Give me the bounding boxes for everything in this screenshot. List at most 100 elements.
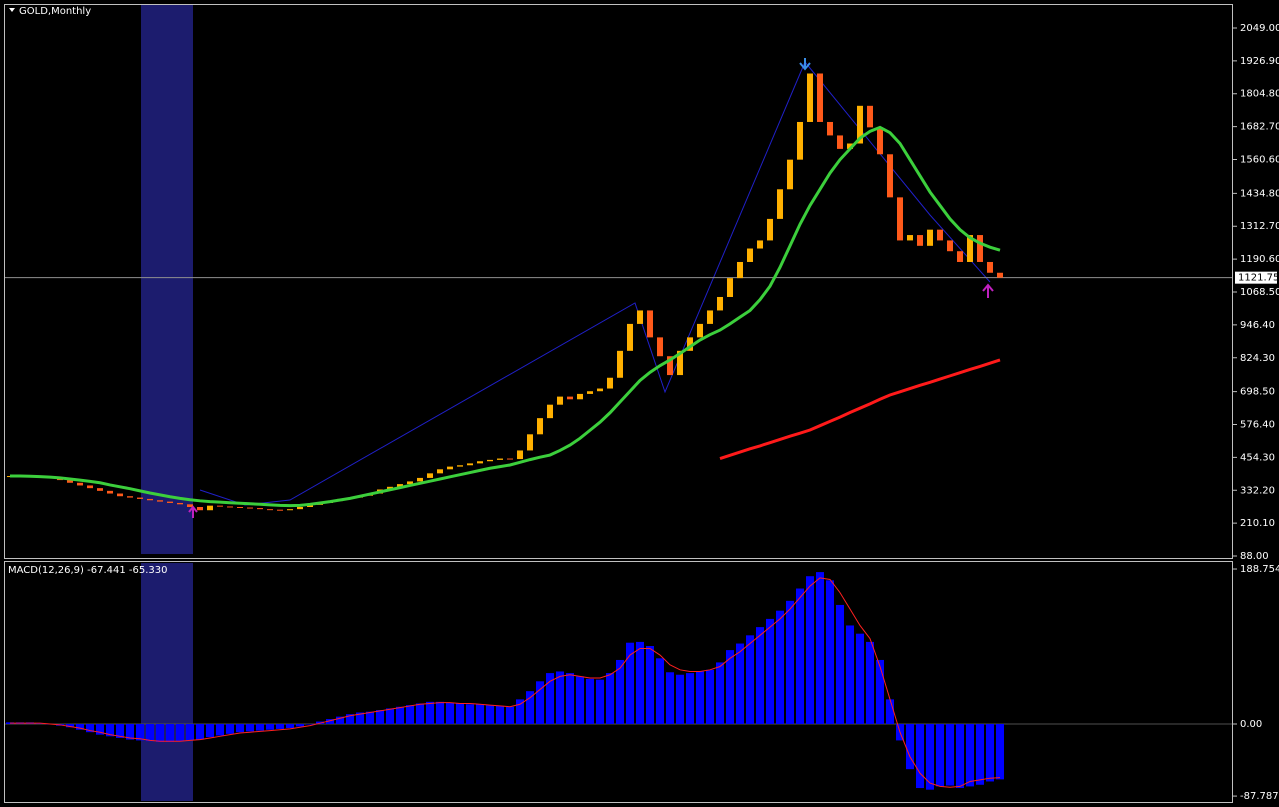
candle: [857, 105, 863, 144]
candle: [957, 251, 963, 262]
candle: [487, 459, 493, 462]
candle: [107, 490, 113, 494]
candle: [947, 240, 953, 252]
candle: [657, 337, 663, 357]
candle: [77, 482, 83, 486]
macd-bar: [86, 723, 94, 733]
candle: [437, 469, 443, 474]
macd-pane: [4, 561, 1233, 803]
macd-bar: [136, 723, 144, 741]
macd-bar: [996, 723, 1004, 780]
y-tick-label: -87.787: [1240, 791, 1279, 802]
price-pane: [4, 4, 1233, 559]
candle: [897, 197, 903, 241]
y-tick-label: 1312.70: [1240, 221, 1279, 232]
macd-bar: [736, 643, 744, 724]
candle: [267, 509, 273, 511]
macd-bar: [286, 723, 294, 729]
macd-bar: [236, 723, 244, 733]
macd-bar: [716, 662, 724, 724]
candle: [977, 235, 983, 262]
macd-bar: [356, 712, 364, 724]
y-tick-label: 824.30: [1240, 353, 1275, 364]
macd-bar: [536, 681, 544, 724]
candle: [177, 502, 183, 505]
menu-arrow[interactable]: [9, 8, 15, 12]
macd-bar: [776, 610, 784, 724]
macd-bar: [586, 678, 594, 724]
macd-bar: [646, 645, 654, 724]
macd-bar: [936, 723, 944, 787]
candle: [97, 488, 103, 491]
macd-bar: [976, 723, 984, 785]
candle: [537, 418, 543, 435]
y-tick-label: 332.20: [1240, 485, 1275, 496]
macd-bar: [216, 723, 224, 736]
macd-bar: [166, 723, 174, 743]
macd-bar: [686, 673, 694, 724]
macd-title: MACD(12,26,9) -67.441 -65.330: [8, 565, 168, 576]
candle: [567, 396, 573, 400]
candle: [667, 356, 673, 376]
macd-bar: [96, 723, 104, 735]
macd-bar: [186, 723, 194, 741]
candle: [607, 377, 613, 389]
candle: [837, 135, 843, 149]
macd-bar: [566, 673, 574, 724]
candle: [447, 466, 453, 470]
macd-bar: [806, 576, 814, 724]
macd-bar: [196, 723, 204, 740]
macd-bar: [76, 723, 84, 730]
candle: [417, 477, 423, 482]
highlight-zone: [141, 563, 193, 801]
current-price-label: 1121.75: [1238, 273, 1279, 284]
candle: [307, 504, 313, 508]
macd-bar: [376, 710, 384, 724]
candle: [467, 463, 473, 466]
candle: [637, 310, 643, 324]
macd-bar: [856, 633, 864, 724]
macd-bar: [326, 719, 334, 724]
candle: [227, 506, 233, 508]
candle: [617, 350, 623, 378]
macd-bar: [456, 703, 464, 724]
macd-bar: [66, 723, 74, 728]
macd-bar: [436, 701, 444, 724]
macd-bar: [496, 705, 504, 724]
up-arrow: [188, 505, 198, 518]
candle: [427, 473, 433, 478]
candle: [507, 458, 513, 460]
up-arrow: [982, 283, 994, 298]
macd-bar: [576, 676, 584, 724]
candle: [167, 501, 173, 503]
candle: [497, 458, 503, 460]
candle: [647, 310, 653, 338]
candle: [67, 480, 73, 483]
macd-bar: [756, 627, 764, 724]
y-tick-label: 1926.90: [1240, 56, 1279, 67]
macd-bar: [556, 671, 564, 724]
candle: [87, 485, 93, 489]
macd-bar: [876, 659, 884, 724]
candle: [387, 486, 393, 490]
macd-bar: [206, 723, 214, 738]
macd-bar: [946, 723, 954, 786]
candle: [707, 310, 713, 324]
plot: 2049.00 1926.90 1804.80 1682.70 1560.60 1434.…: [5, 23, 1279, 802]
candle: [847, 143, 853, 149]
candle: [817, 73, 823, 122]
candle: [527, 434, 533, 451]
macd-bar: [226, 723, 234, 734]
candle: [277, 509, 283, 511]
macd-bar: [636, 641, 644, 724]
macd-bar: [616, 659, 624, 724]
macd-bar: [836, 604, 844, 724]
candle: [577, 393, 583, 400]
candle: [217, 505, 223, 507]
candle: [917, 235, 923, 246]
macd-bar: [306, 723, 314, 725]
macd-bar: [666, 672, 674, 724]
macd-bar: [116, 723, 124, 738]
candle: [397, 484, 403, 487]
macd-bar: [346, 714, 354, 724]
